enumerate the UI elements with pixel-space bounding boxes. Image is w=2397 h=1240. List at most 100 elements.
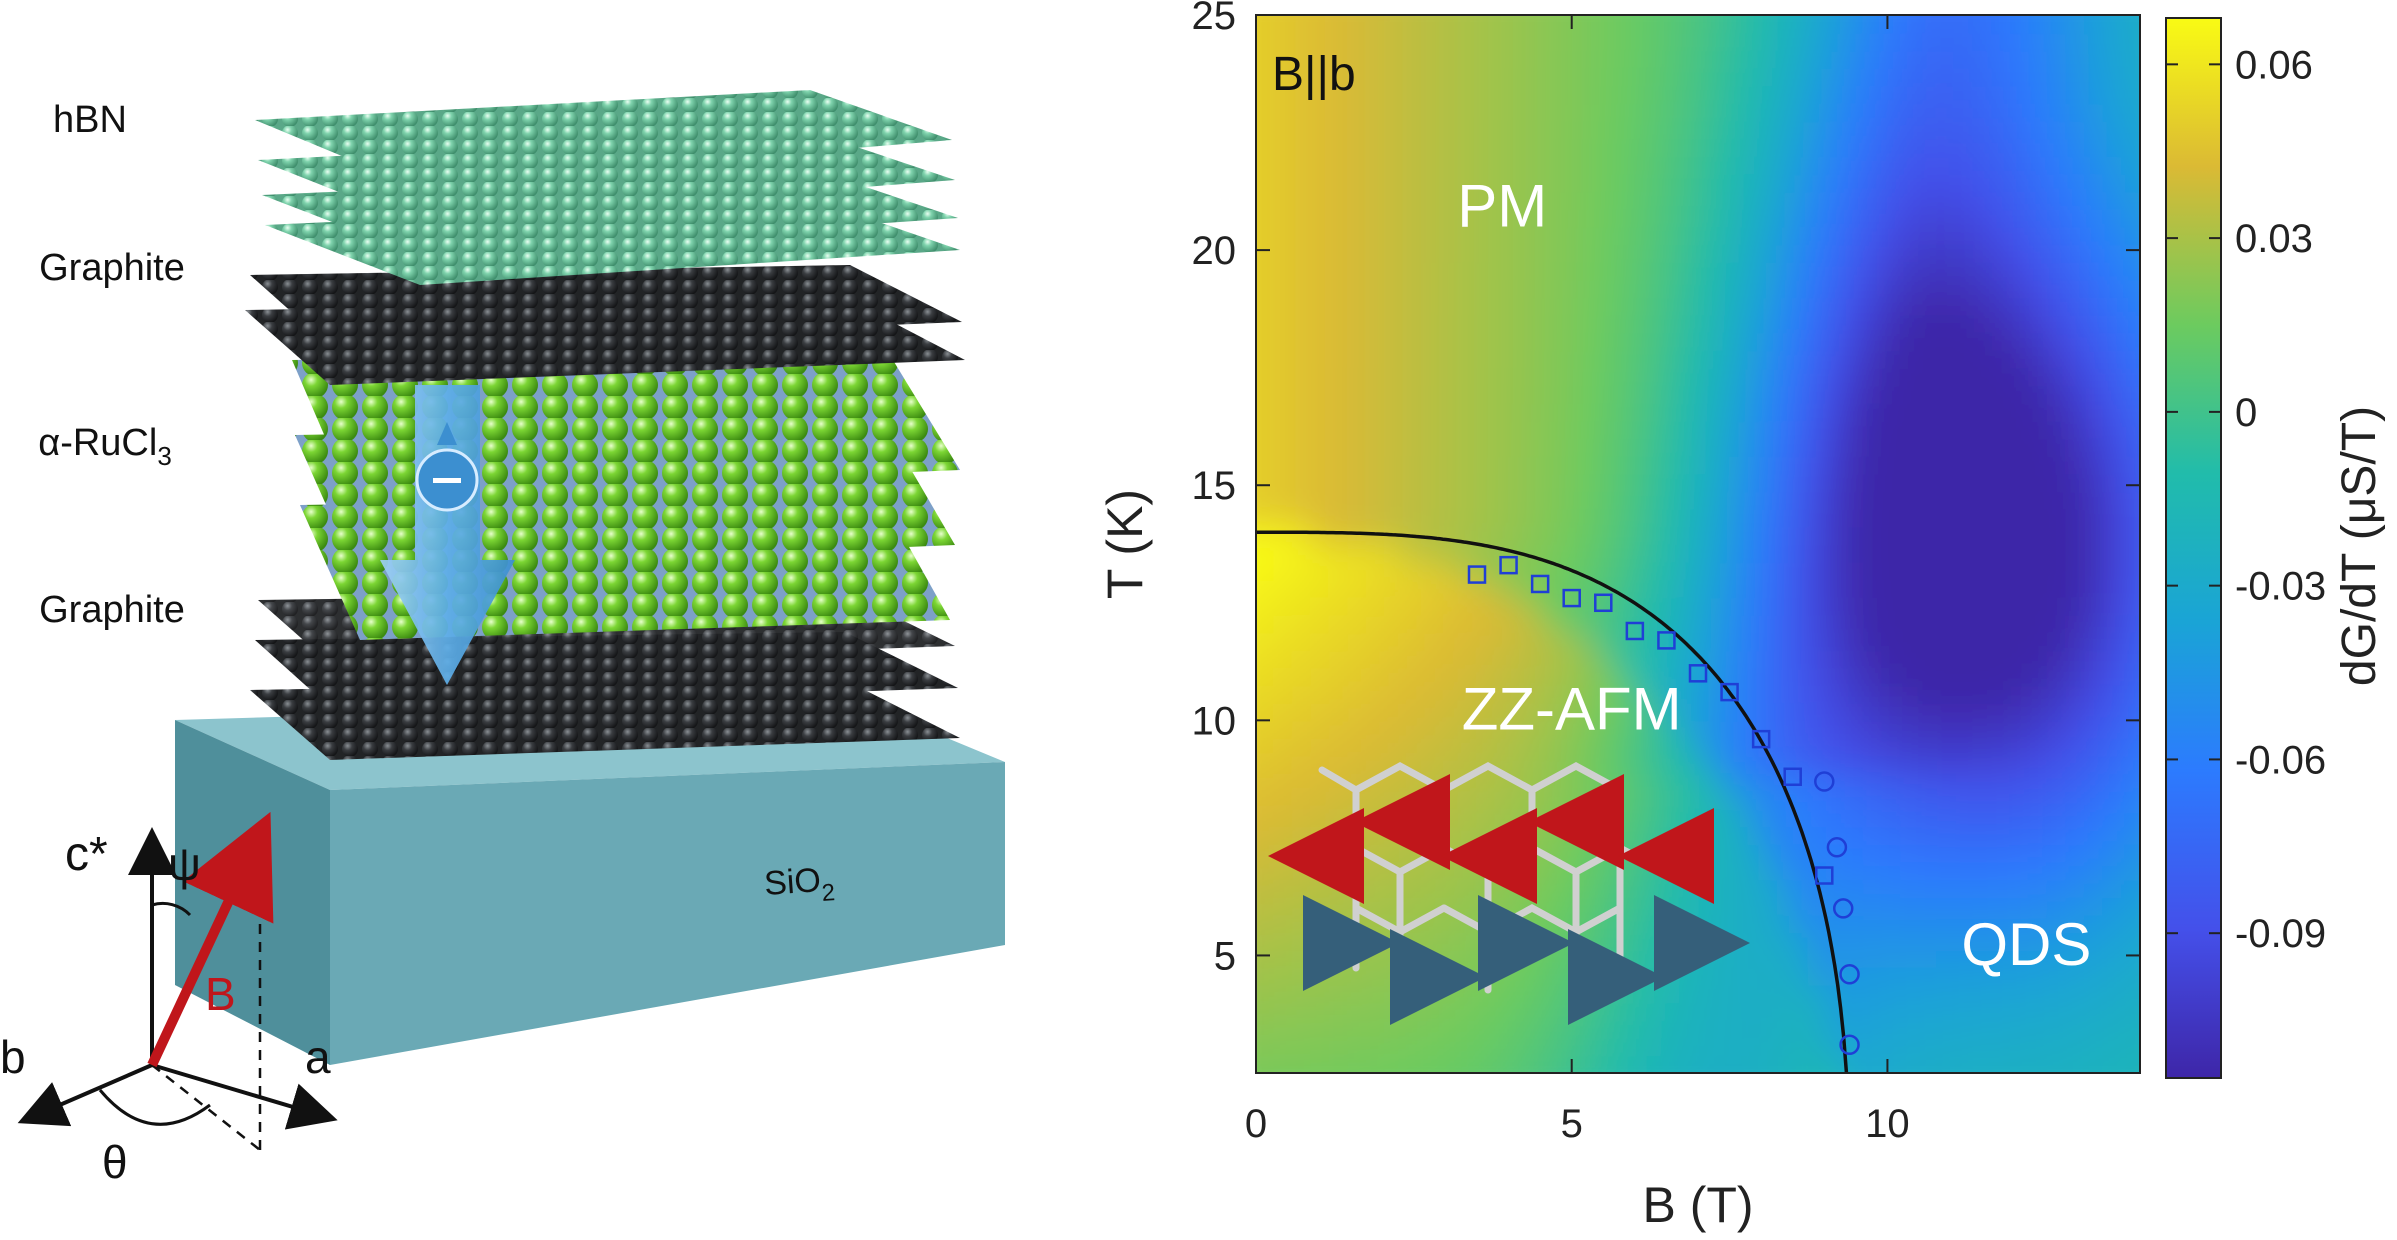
heatmap-cell bbox=[1549, 401, 1571, 422]
heatmap-cell bbox=[1476, 807, 1497, 828]
heatmap-cell bbox=[1715, 15, 1736, 16]
heatmap-cell bbox=[1439, 507, 1460, 528]
heatmap-cell bbox=[1365, 631, 1386, 651]
heatmap-cell bbox=[1733, 842, 1755, 863]
heatmap-cell bbox=[1310, 472, 1331, 493]
heatmap-cell bbox=[1402, 313, 1423, 334]
heatmap-cell bbox=[1365, 1054, 1386, 1073]
heatmap-cell bbox=[1678, 119, 1699, 140]
heatmap-cell bbox=[2010, 1054, 2031, 1073]
heatmap-cell bbox=[2010, 260, 2031, 281]
heatmap-cell bbox=[1273, 243, 1294, 263]
heatmap-cell bbox=[1476, 1001, 1497, 1022]
heatmap-cell bbox=[1586, 666, 1607, 687]
heatmap-cell bbox=[1420, 736, 1442, 757]
heatmap-cell bbox=[1678, 595, 1699, 616]
square-marker bbox=[1467, 565, 1487, 584]
heatmap-cell bbox=[2120, 966, 2140, 986]
heatmap-cell bbox=[1881, 349, 1902, 369]
heatmap-cell bbox=[1991, 15, 2013, 34]
heatmap-cell bbox=[1256, 472, 1276, 493]
heatmap-cell bbox=[1623, 1072, 1644, 1073]
heatmap-cell bbox=[1752, 860, 1773, 881]
heatmap-cell bbox=[1697, 15, 1718, 34]
heatmap-cell bbox=[1310, 172, 1331, 193]
heatmap-cell bbox=[2139, 666, 2140, 687]
heatmap-cell bbox=[1862, 789, 1884, 810]
heatmap-cell bbox=[1862, 84, 1884, 105]
heatmap-cell bbox=[1862, 966, 1884, 986]
heatmap-cell bbox=[1365, 966, 1386, 986]
heatmap-cell bbox=[1991, 472, 2013, 493]
heatmap-cell bbox=[1752, 913, 1773, 933]
heatmap-cell bbox=[2046, 631, 2068, 651]
heatmap-cell bbox=[1494, 631, 1515, 651]
heatmap-cell bbox=[2028, 1019, 2049, 1039]
heatmap-cell bbox=[1807, 472, 1828, 493]
heatmap-cell bbox=[1402, 490, 1423, 510]
heatmap-cell bbox=[2010, 719, 2031, 739]
heatmap-cell bbox=[1623, 578, 1644, 598]
heatmap-cell bbox=[1512, 1019, 1534, 1039]
heatmap-cell bbox=[2010, 560, 2031, 581]
heatmap-cell bbox=[1531, 260, 1552, 281]
heatmap-cell bbox=[1844, 1090, 1864, 1110]
heatmap-cell bbox=[1825, 789, 1847, 810]
heatmap-cell bbox=[1310, 825, 1331, 845]
heatmap-cell bbox=[1954, 49, 1976, 69]
heatmap-cell bbox=[2046, 948, 2068, 969]
heatmap-cell bbox=[1770, 1072, 1792, 1073]
heatmap-cell bbox=[1752, 137, 1773, 158]
heatmap-cell bbox=[1273, 401, 1294, 422]
heatmap-cell bbox=[1494, 66, 1515, 87]
heatmap-cell bbox=[1807, 225, 1828, 246]
heatmap-cell bbox=[2083, 825, 2105, 845]
heatmap-cell bbox=[1512, 966, 1534, 986]
heatmap-cell bbox=[1807, 155, 1828, 175]
heatmap-cell bbox=[1439, 648, 1460, 669]
heatmap-cell bbox=[2065, 983, 2086, 1004]
heatmap-cell bbox=[1733, 155, 1755, 175]
heatmap-cell bbox=[2120, 243, 2140, 263]
heatmap-cell bbox=[1825, 15, 1847, 16]
heatmap-cell bbox=[1273, 172, 1294, 193]
x-tick-label: 0 bbox=[1245, 1102, 1267, 1146]
heatmap-cell bbox=[1218, 525, 1238, 545]
heatmap-cell bbox=[1531, 1054, 1552, 1073]
heatmap-cell bbox=[1641, 1054, 1663, 1073]
heatmap-cell bbox=[1347, 1072, 1368, 1073]
heatmap-cell bbox=[1660, 983, 1681, 1004]
heatmap-cell bbox=[1568, 490, 1589, 510]
heatmap-cell bbox=[1256, 313, 1276, 334]
heatmap-cell bbox=[1291, 983, 1313, 1004]
heatmap-cell bbox=[1936, 860, 1957, 881]
heatmap-cell bbox=[1273, 419, 1294, 440]
heatmap-cell bbox=[1531, 736, 1552, 757]
heatmap-cell bbox=[2028, 102, 2049, 122]
heatmap-cell bbox=[1347, 507, 1368, 528]
heatmap-cell bbox=[1807, 102, 1828, 122]
heatmap-cell bbox=[1273, 736, 1294, 757]
heatmap-cell bbox=[1973, 983, 1994, 1004]
heatmap-cell bbox=[1623, 525, 1644, 545]
heatmap-cell bbox=[2028, 15, 2049, 16]
heatmap-cell bbox=[1715, 66, 1736, 87]
heatmap-cell bbox=[1256, 454, 1276, 475]
heatmap-cell bbox=[1383, 49, 1405, 69]
heatmap-cell bbox=[2139, 296, 2140, 316]
heatmap-cell bbox=[1973, 895, 1994, 916]
heatmap-cell bbox=[2120, 155, 2140, 175]
heatmap-cell bbox=[1789, 207, 1810, 228]
heatmap-cell bbox=[1918, 543, 1939, 563]
heatmap-cell bbox=[2102, 719, 2123, 739]
heatmap-cell bbox=[2102, 490, 2123, 510]
heatmap-cell bbox=[1256, 983, 1257, 1004]
heatmap-cell bbox=[1881, 507, 1902, 528]
heatmap-cell bbox=[2028, 190, 2049, 210]
heatmap-cell bbox=[2083, 613, 2105, 634]
heatmap-cell bbox=[1549, 384, 1571, 404]
heatmap-cell bbox=[1256, 137, 1276, 158]
heatmap-cell bbox=[1586, 648, 1607, 669]
heatmap-cell bbox=[1439, 225, 1460, 246]
heatmap-cell bbox=[1568, 648, 1589, 669]
